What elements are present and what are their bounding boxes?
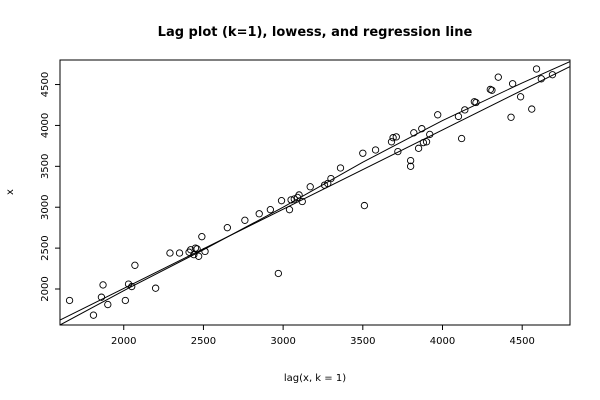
- data-point: [198, 233, 206, 241]
- regression-line: [60, 66, 570, 321]
- x-tick-label: 3500: [350, 336, 375, 347]
- x-tick-label: 4000: [430, 336, 455, 347]
- data-point: [419, 138, 428, 147]
- data-point: [336, 164, 345, 172]
- data-point: [104, 300, 112, 309]
- data-point: [190, 251, 198, 259]
- data-point: [516, 93, 525, 101]
- y-tick-label: 4000: [40, 113, 51, 138]
- chart-title: Lag plot (k=1), lowess, and regression l…: [158, 25, 473, 40]
- data-point: [418, 125, 426, 133]
- data-point: [295, 191, 303, 199]
- data-point: [494, 73, 502, 81]
- data-point: [287, 196, 295, 204]
- data-point: [193, 245, 201, 253]
- data-point: [65, 296, 74, 305]
- y-tick-label: 2000: [40, 276, 51, 301]
- y-tick-label: 3000: [40, 194, 51, 219]
- data-point: [360, 201, 369, 210]
- plot-area: 2000 2500 3000 3500 4000 4500 2000 2500 3000 3500…: [40, 59, 571, 347]
- data-point: [121, 296, 129, 305]
- data-point: [175, 249, 184, 257]
- data-point: [166, 249, 174, 257]
- data-point: [414, 144, 423, 152]
- data-point: [406, 162, 415, 170]
- data-point: [359, 149, 367, 157]
- y-tick-label: 2500: [40, 235, 51, 260]
- data-point: [426, 130, 434, 139]
- data-point: [255, 210, 263, 218]
- data-point: [392, 133, 400, 141]
- data-point: [422, 138, 431, 146]
- data-point: [298, 197, 306, 206]
- data-point: [285, 206, 294, 214]
- data-point: [131, 261, 139, 269]
- data-point: [387, 138, 396, 146]
- data-point: [306, 183, 314, 191]
- data-point: [472, 98, 480, 107]
- data-point: [191, 244, 200, 252]
- data-point: [151, 284, 160, 292]
- data-point: [470, 98, 479, 106]
- data-point: [488, 86, 496, 94]
- x-tick-label: 2500: [191, 336, 216, 347]
- data-point: [97, 293, 106, 301]
- data-point: [528, 105, 536, 113]
- lowess-line: [60, 61, 570, 325]
- data-point: [394, 147, 402, 156]
- data-point: [274, 269, 282, 278]
- data-point: [223, 224, 231, 232]
- data-point: [371, 146, 380, 154]
- data-point: [406, 156, 415, 165]
- data-point: [241, 216, 249, 224]
- data-point: [507, 113, 515, 121]
- data-point: [434, 111, 442, 119]
- data-point: [508, 80, 517, 88]
- y-tick-label: 3500: [40, 154, 51, 179]
- data-point: [537, 75, 545, 83]
- x-axis-label: lag(x, k = 1): [284, 373, 346, 384]
- data-point: [195, 252, 203, 260]
- y-tick-label: 4500: [40, 72, 51, 97]
- data-point: [454, 112, 463, 121]
- data-point: [266, 206, 275, 214]
- data-point: [201, 247, 209, 256]
- data-point: [128, 282, 136, 291]
- data-point: [486, 85, 494, 94]
- x-tick-label: 4500: [509, 336, 534, 347]
- data-point: [548, 71, 557, 79]
- data-point: [277, 197, 286, 205]
- data-point: [89, 311, 98, 319]
- data-point: [410, 129, 418, 137]
- y-axis-label: x: [5, 189, 16, 195]
- data-point: [389, 134, 397, 142]
- x-tick-label: 2000: [111, 336, 136, 347]
- data-point: [457, 134, 466, 143]
- data-point: [532, 65, 541, 73]
- data-point: [99, 281, 107, 289]
- data-point: [461, 106, 469, 114]
- plot-frame: [59, 59, 571, 326]
- data-point: [327, 174, 335, 183]
- x-tick-label: 3000: [270, 336, 295, 347]
